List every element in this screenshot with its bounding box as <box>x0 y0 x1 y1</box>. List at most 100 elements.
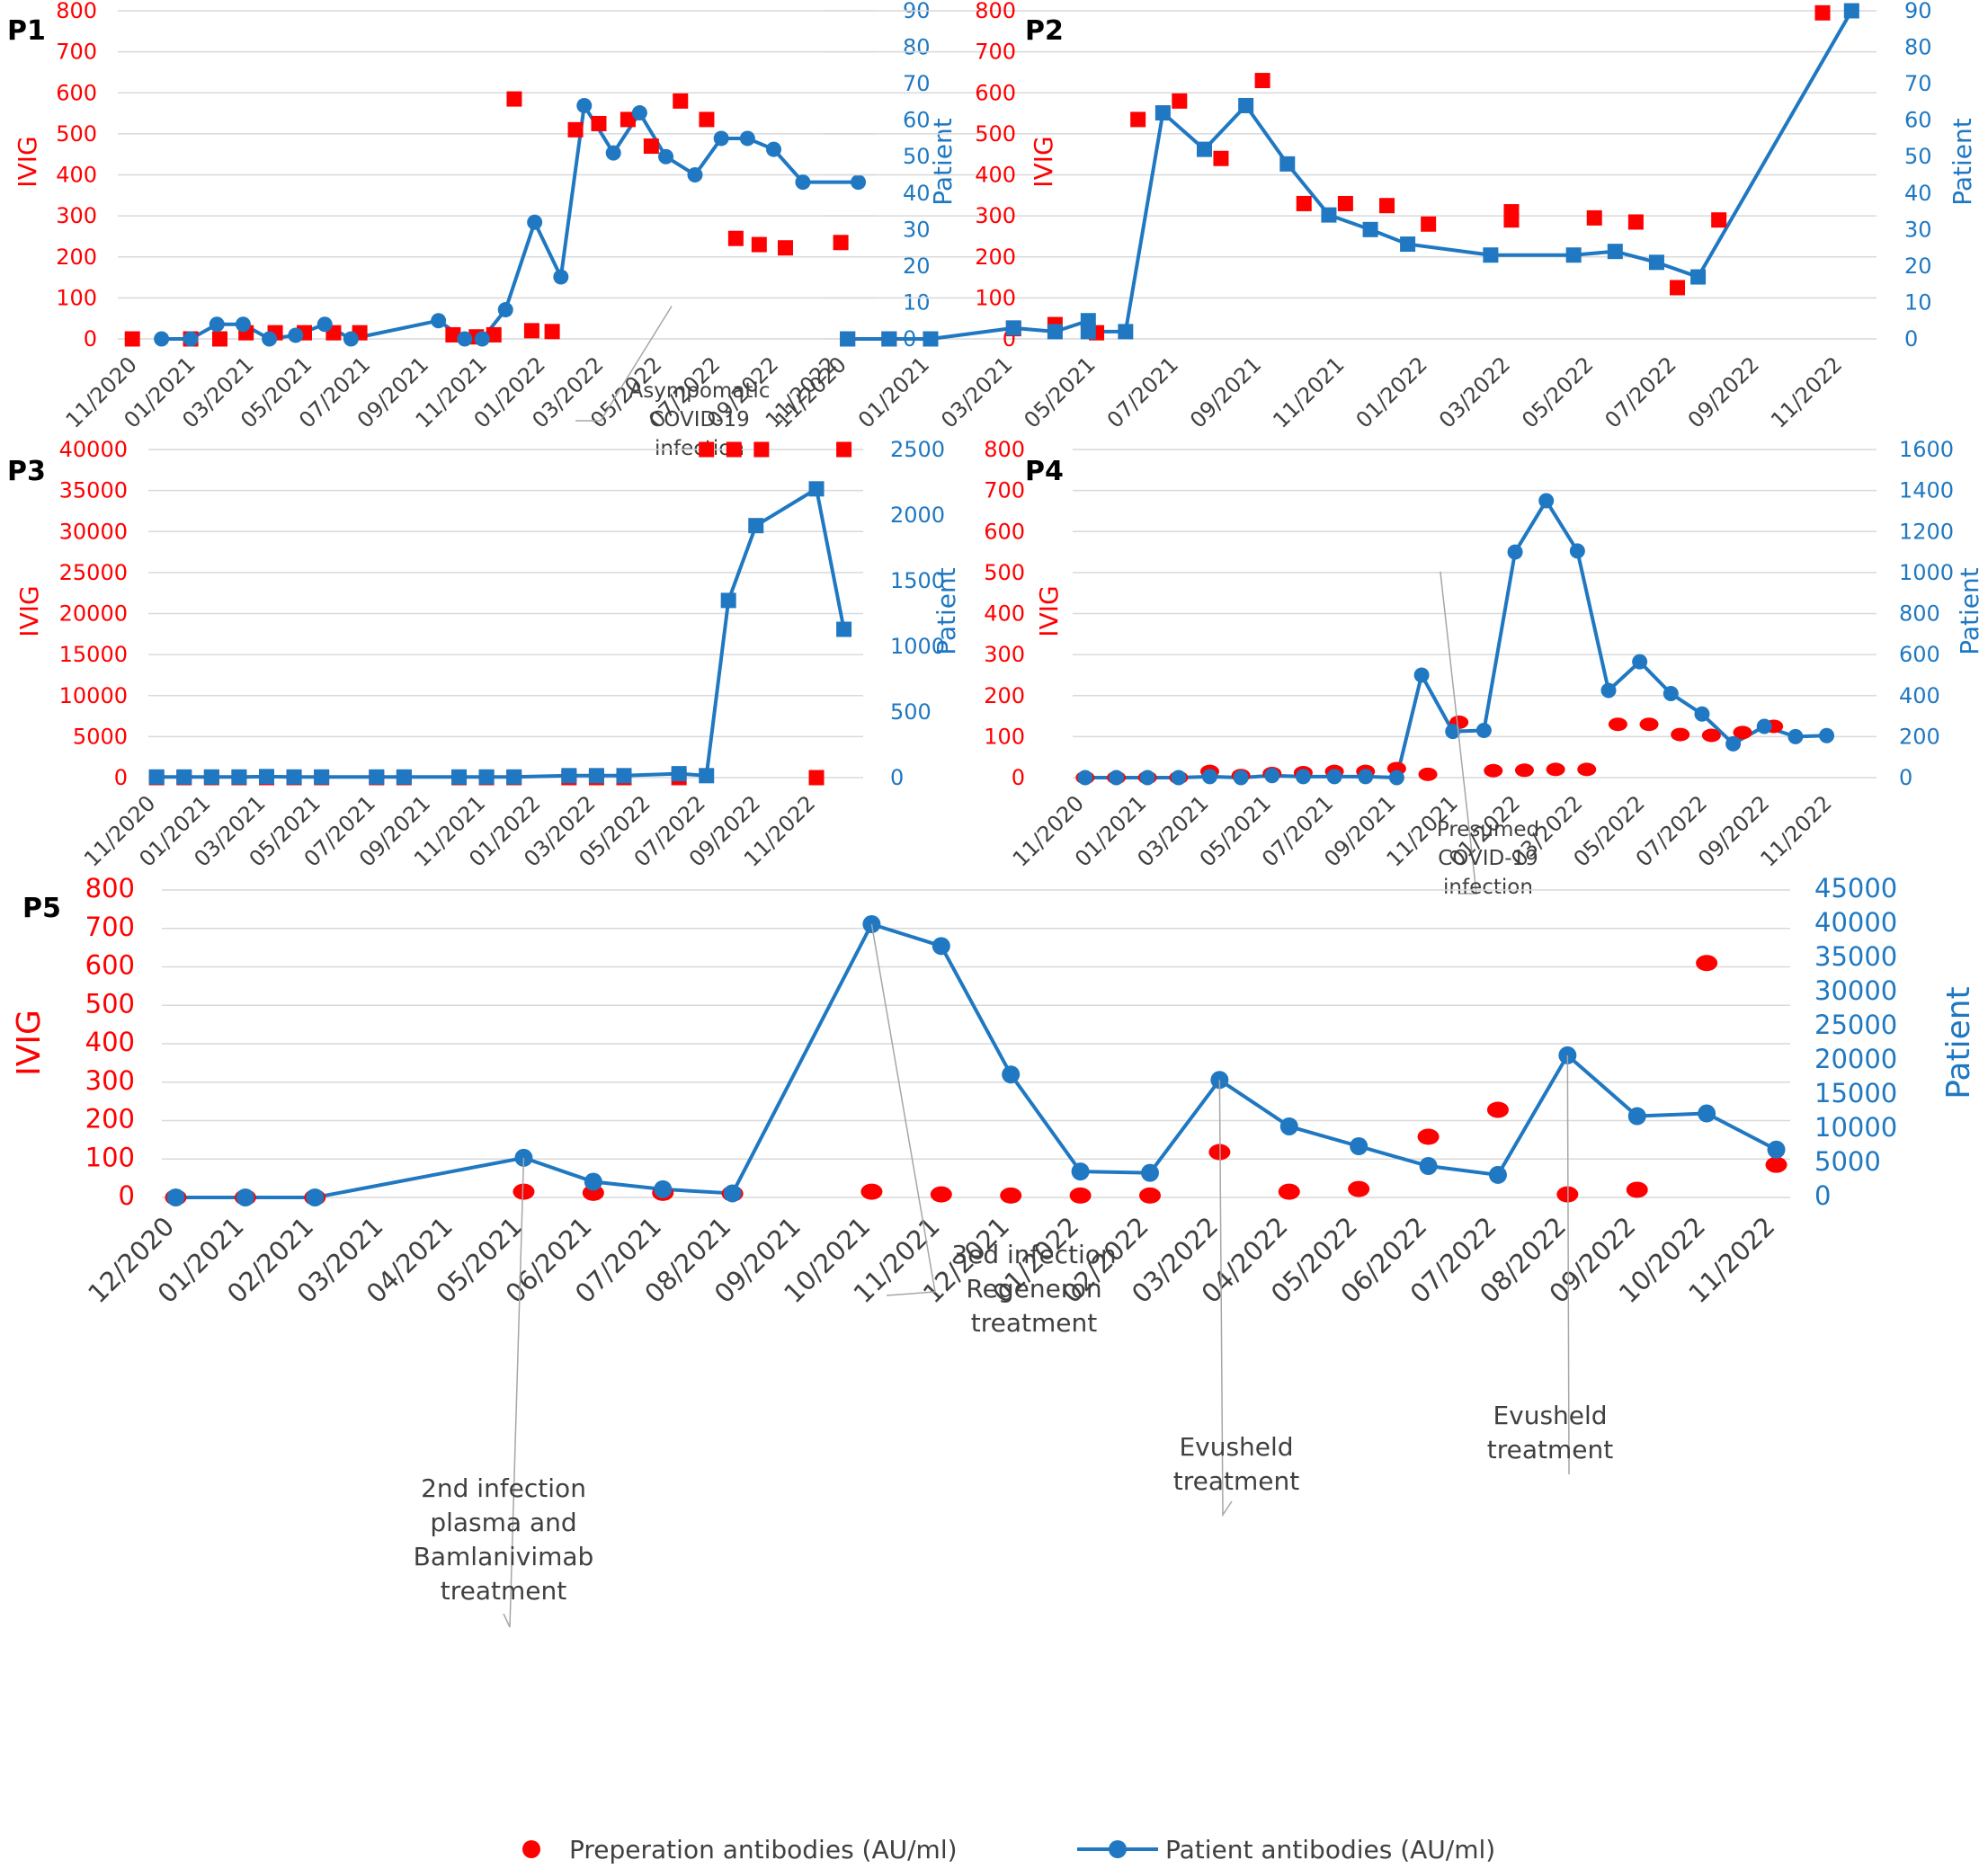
y-left-tick-label: 600 <box>85 950 135 981</box>
ivig-point <box>673 93 689 109</box>
patient-point <box>1632 654 1648 670</box>
y-right-tick-label: 2500 <box>890 437 945 462</box>
patient-point <box>1139 770 1155 786</box>
ivig-point <box>1486 1101 1509 1118</box>
x-tick-label: 07/2021 <box>1102 352 1183 432</box>
patient-point <box>1507 544 1523 560</box>
patient-point <box>836 621 852 637</box>
patient-point <box>236 1188 254 1206</box>
patient-point <box>1118 324 1134 340</box>
x-tick-label: 05/2021 <box>1019 352 1100 432</box>
y-right-tick-label: 1500 <box>890 568 945 593</box>
y-left-tick-label: 200 <box>984 683 1025 708</box>
patient-point <box>1295 769 1311 785</box>
patient-point <box>183 331 199 347</box>
ivig-point <box>1670 280 1686 296</box>
patient-point <box>1648 254 1664 271</box>
y-left-tick-label: 800 <box>984 437 1025 462</box>
patient-point <box>1694 706 1710 722</box>
patient-point <box>687 167 703 182</box>
patient-point <box>1607 244 1623 260</box>
x-tick-label: 11/2021 <box>1268 352 1349 432</box>
patient-point <box>1600 682 1617 699</box>
y-right-axis-label: Patient <box>932 567 961 655</box>
patient-point <box>1071 1162 1090 1181</box>
chart-panel-p4: 0 100 200 300 400 500 600 700 800 0 200 400 600 800 10… <box>984 437 1984 899</box>
y-right-axis-label: Patient <box>1955 567 1984 655</box>
ivig-point <box>751 236 767 253</box>
y-left-tick-label: 600 <box>984 519 1025 544</box>
ivig-point <box>1765 1156 1787 1173</box>
patient-point <box>699 768 715 784</box>
patient-point <box>584 1172 602 1191</box>
y-right-tick-label: 600 <box>1899 642 1940 667</box>
y-left-tick-label: 500 <box>85 988 135 1019</box>
y-left-tick-label: 300 <box>984 642 1025 667</box>
y-right-tick-label: 1400 <box>1899 478 1954 503</box>
y-right-tick-label: 1000 <box>1899 560 1954 585</box>
ivig-point <box>567 121 584 138</box>
patient-point <box>1627 1107 1646 1126</box>
y-left-tick-label: 500 <box>975 121 1016 147</box>
y-left-tick-label: 0 <box>119 1180 135 1211</box>
y-right-tick-label: 40 <box>1904 181 1932 206</box>
patient-point <box>748 518 764 534</box>
patient-point <box>1445 724 1461 740</box>
annotation-text: treatment <box>1487 1435 1613 1464</box>
y-left-tick-label: 700 <box>984 478 1025 503</box>
x-tick-label: 09/2021 <box>1185 352 1266 432</box>
y-left-tick-label: 100 <box>56 285 97 310</box>
y-left-tick-label: 300 <box>85 1065 135 1096</box>
y-left-tick-label: 400 <box>984 601 1025 627</box>
y-left-tick-label: 800 <box>85 873 135 903</box>
patient-point <box>497 302 513 318</box>
patient-point <box>396 769 412 785</box>
y-left-tick-label: 35000 <box>59 478 128 503</box>
legend: Preperation antibodies (AU/ml) Patient a… <box>522 1835 1495 1865</box>
legend-ivig-marker <box>522 1840 540 1858</box>
patient-point <box>1690 269 1707 285</box>
y-right-tick-label: 80 <box>903 35 931 60</box>
ivig-point <box>124 331 140 347</box>
y-right-tick-label: 800 <box>1899 601 1940 627</box>
patient-point <box>553 269 569 285</box>
patient-point <box>1238 97 1254 113</box>
patient-point <box>262 331 278 347</box>
ivig-point <box>1172 93 1188 109</box>
patient-point <box>1565 247 1582 263</box>
y-right-tick-label: 50 <box>1904 144 1932 169</box>
y-right-tick-label: 1600 <box>1899 437 1954 462</box>
ivig-point <box>1337 195 1353 211</box>
y-left-tick-label: 0 <box>114 765 128 790</box>
ivig-point <box>1671 727 1690 742</box>
y-right-tick-label: 10000 <box>1814 1112 1897 1143</box>
legend-patient-marker <box>1109 1840 1127 1858</box>
patient-point <box>671 766 687 782</box>
patient-point <box>474 331 490 347</box>
y-right-tick-label: 90 <box>1904 0 1932 23</box>
y-left-tick-label: 40000 <box>59 437 128 462</box>
annotation-leader-line <box>1440 571 1477 894</box>
ivig-point <box>506 91 522 107</box>
y-left-tick-label: 700 <box>56 40 97 65</box>
y-right-tick-label: 35000 <box>1814 941 1897 972</box>
patient-point <box>1787 728 1804 744</box>
y-right-axis-label: Patient <box>1940 986 1977 1099</box>
y-left-tick-label: 100 <box>975 285 1016 310</box>
ivig-point <box>1814 4 1831 21</box>
patient-point <box>1171 770 1187 786</box>
y-right-tick-label: 60 <box>1904 108 1932 133</box>
ivig-point <box>1696 955 1718 972</box>
annotation-text: 3ed infection <box>951 1240 1116 1269</box>
ivig-point <box>1138 1187 1161 1204</box>
y-right-tick-label: 20000 <box>1814 1044 1897 1074</box>
y-right-tick-label: 15000 <box>1814 1078 1897 1108</box>
patient-point <box>231 769 247 785</box>
y-right-tick-label: 1000 <box>890 634 945 659</box>
patient-point <box>1483 247 1499 263</box>
patient-point <box>1725 735 1742 752</box>
patient-point <box>1488 1165 1507 1184</box>
ivig-point <box>523 323 539 339</box>
patient-point <box>561 768 577 784</box>
patient-point <box>1005 320 1021 336</box>
